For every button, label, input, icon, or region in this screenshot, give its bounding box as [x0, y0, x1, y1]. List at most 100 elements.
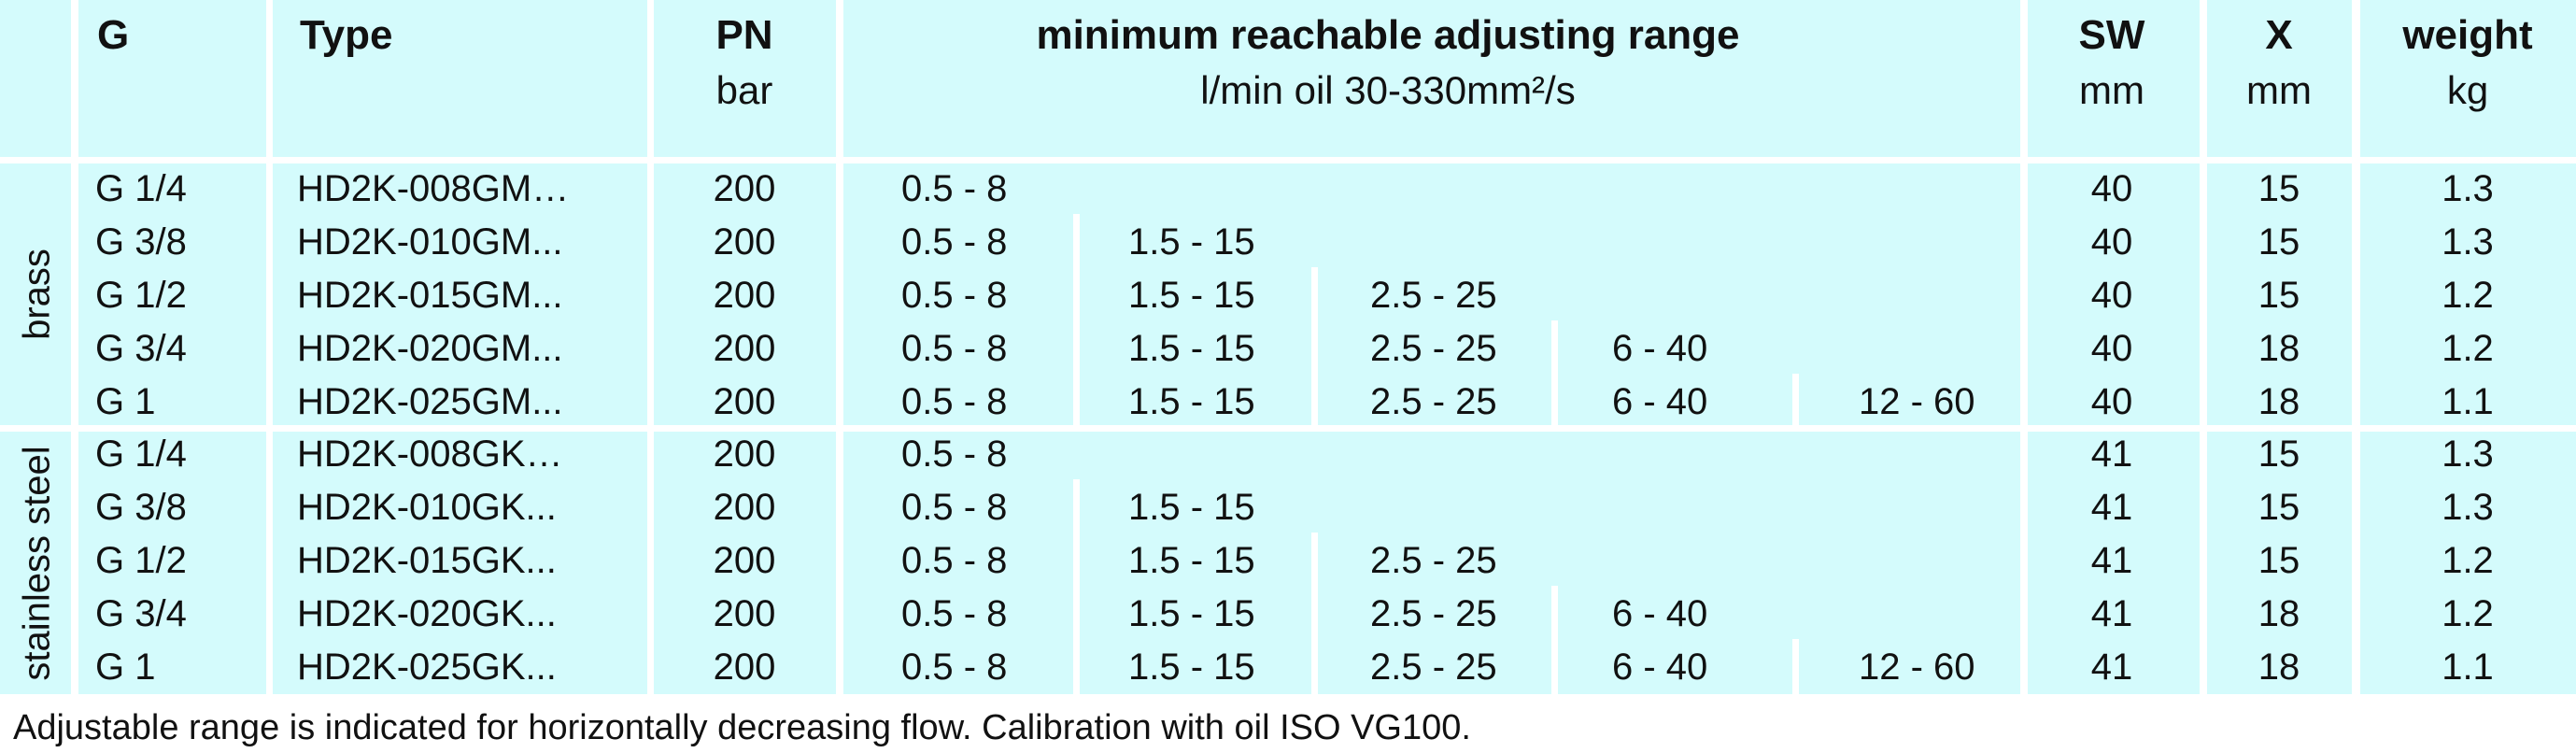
row-weight: 1.3 — [2442, 221, 2494, 263]
row-x: 18 — [2258, 593, 2300, 634]
footnote: Adjustable range is indicated for horizo… — [13, 708, 1471, 747]
row-range: 2.5 - 25 — [1370, 593, 1497, 634]
row-sw: 41 — [2090, 487, 2133, 528]
row-pn: 200 — [713, 593, 776, 634]
row-pn: 200 — [713, 221, 776, 263]
group-label: brass — [16, 249, 58, 340]
header-sw: SW — [2078, 12, 2145, 58]
row-range: 12 - 60 — [1859, 646, 1975, 688]
row-range: 1.5 - 15 — [1128, 275, 1255, 316]
row-type: HD2K-020GK... — [297, 593, 557, 634]
row-weight: 1.3 — [2442, 168, 2494, 209]
body-cell-x — [2207, 163, 2352, 425]
row-range: 12 - 60 — [1859, 381, 1975, 422]
row-sw: 41 — [2090, 646, 2133, 688]
row-range: 1.5 - 15 — [1128, 221, 1255, 263]
header-g: G — [97, 12, 130, 58]
row-sw: 41 — [2090, 540, 2133, 581]
row-sw: 41 — [2090, 593, 2133, 634]
row-range: 1.5 - 15 — [1128, 540, 1255, 581]
row-range: 2.5 - 25 — [1370, 540, 1497, 581]
row-range: 1.5 - 15 — [1128, 381, 1255, 422]
header-pn: PN — [715, 12, 773, 58]
row-x: 18 — [2258, 646, 2300, 688]
body-cell-g — [78, 163, 266, 425]
range-separator — [1073, 479, 1080, 533]
body-cell-type — [273, 163, 647, 425]
row-g: G 3/8 — [95, 221, 187, 263]
body-cell-grp — [0, 432, 71, 694]
row-weight: 1.2 — [2442, 540, 2494, 581]
row-type: HD2K-020GM... — [297, 328, 563, 369]
range-separator — [1311, 374, 1318, 425]
row-x: 18 — [2258, 381, 2300, 422]
row-g: G 1 — [95, 381, 156, 422]
row-type: HD2K-015GM... — [297, 275, 563, 316]
row-pn: 200 — [713, 646, 776, 688]
range-separator — [1073, 267, 1080, 320]
range-separator — [1792, 374, 1799, 425]
row-g: G 3/4 — [95, 328, 187, 369]
header-x-unit: mm — [2246, 68, 2312, 112]
header-cell-type — [273, 0, 647, 157]
header-cell-sw — [2028, 0, 2200, 157]
row-range: 0.5 - 8 — [901, 168, 1008, 209]
body-cell-grp — [0, 163, 71, 425]
row-range: 1.5 - 15 — [1128, 646, 1255, 688]
range-separator — [1551, 586, 1558, 639]
header-cell-pn — [654, 0, 836, 157]
row-pn: 200 — [713, 487, 776, 528]
range-separator — [1551, 374, 1558, 425]
row-g: G 1/2 — [95, 275, 187, 316]
row-range: 0.5 - 8 — [901, 433, 1008, 475]
body-cell-pn — [654, 163, 836, 425]
header-cell-grp — [0, 0, 71, 157]
row-weight: 1.3 — [2442, 433, 2494, 475]
header-cell-x — [2207, 0, 2352, 157]
range-separator — [1551, 639, 1558, 694]
row-type: HD2K-015GK... — [297, 540, 557, 581]
range-separator — [1073, 533, 1080, 586]
header-pn-unit: bar — [715, 68, 773, 112]
row-range: 2.5 - 25 — [1370, 275, 1497, 316]
row-sw: 40 — [2090, 275, 2133, 316]
row-weight: 1.2 — [2442, 275, 2494, 316]
header-sw-unit: mm — [2079, 68, 2144, 112]
row-pn: 200 — [713, 328, 776, 369]
range-separator — [1073, 214, 1080, 267]
body-cell-pn — [654, 432, 836, 694]
row-type: HD2K-008GK… — [297, 433, 563, 475]
header-cell-g — [78, 0, 266, 157]
range-separator — [1073, 586, 1080, 639]
row-range: 1.5 - 15 — [1128, 593, 1255, 634]
row-range: 6 - 40 — [1612, 381, 1708, 422]
row-range: 0.5 - 8 — [901, 381, 1008, 422]
row-x: 15 — [2258, 221, 2300, 263]
row-weight: 1.3 — [2442, 487, 2494, 528]
range-separator — [1551, 320, 1558, 374]
row-range: 0.5 - 8 — [901, 275, 1008, 316]
row-weight: 1.1 — [2442, 381, 2494, 422]
row-range: 6 - 40 — [1612, 593, 1708, 634]
row-pn: 200 — [713, 433, 776, 475]
range-separator — [1073, 320, 1080, 374]
row-g: G 1/4 — [95, 433, 187, 475]
body-cell-g — [78, 432, 266, 694]
row-x: 15 — [2258, 168, 2300, 209]
header-cell-rng — [843, 0, 2020, 157]
range-separator — [1073, 639, 1080, 694]
body-cell-wt — [2360, 432, 2576, 694]
body-cell-rng — [843, 432, 2020, 694]
row-pn: 200 — [713, 381, 776, 422]
body-cell-x — [2207, 432, 2352, 694]
row-type: HD2K-008GM… — [297, 168, 570, 209]
range-separator — [1311, 320, 1318, 374]
header-type: Type — [300, 12, 393, 58]
row-sw: 40 — [2090, 168, 2133, 209]
row-range: 2.5 - 25 — [1370, 646, 1497, 688]
header-weight-unit: kg — [2446, 68, 2489, 112]
range-separator — [1073, 374, 1080, 425]
header-x: X — [2265, 12, 2293, 58]
row-sw: 40 — [2090, 221, 2133, 263]
row-type: HD2K-025GK... — [297, 646, 557, 688]
